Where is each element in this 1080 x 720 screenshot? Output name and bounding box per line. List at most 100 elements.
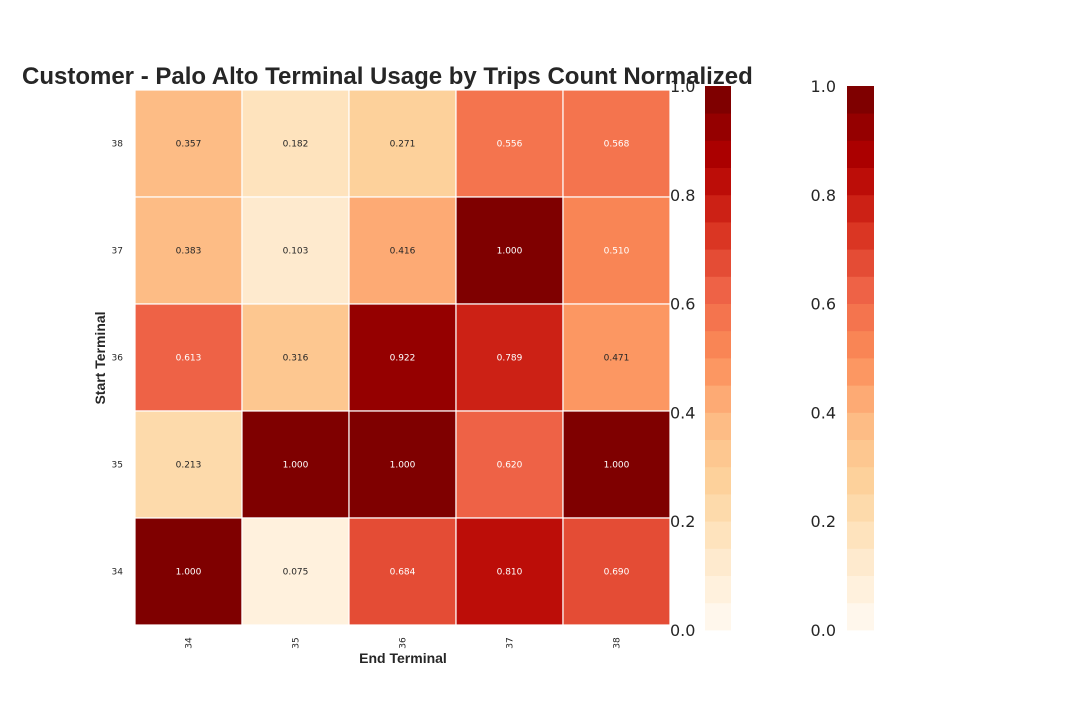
- cell-value-label: 0.684: [390, 568, 416, 578]
- y-axis-label: Start Terminal: [92, 311, 108, 404]
- colorbar-segment: [847, 330, 874, 359]
- cell-value-label: 0.416: [390, 247, 416, 257]
- heatmap-cell: [455, 303, 564, 412]
- colorbar-segment: [705, 249, 731, 277]
- heatmap-cell: [455, 89, 564, 198]
- chart-title: Customer - Palo Alto Terminal Usage by T…: [22, 63, 753, 90]
- colorbar-segment: [847, 385, 874, 413]
- heatmap-cell: [134, 196, 243, 305]
- colorbar-segment: [705, 167, 731, 196]
- colorbar-segment: [847, 439, 874, 468]
- colorbar-segment: [705, 466, 731, 495]
- colorbar-tick-label: 0.2: [811, 512, 836, 531]
- colorbar-segment: [847, 358, 874, 386]
- colorbar-tick-label: 0.0: [670, 621, 695, 640]
- cell-value-label: 0.690: [604, 568, 630, 578]
- heatmap-cell: [134, 517, 243, 626]
- colorbar-segment: [847, 466, 874, 495]
- cell-value-label: 1.000: [390, 461, 416, 471]
- colorbar: 0.0 0.2 0.4 0.6 0.8 1.0: [670, 77, 731, 640]
- cell-value-label: 0.357: [176, 140, 202, 150]
- cell-value-label: 0.568: [604, 140, 630, 150]
- cell-value-label: 0.510: [604, 247, 630, 257]
- x-tick-label: 38: [613, 637, 623, 649]
- colorbar-segment: [847, 521, 874, 549]
- y-tick-label: 35: [112, 461, 123, 471]
- x-axis-label: End Terminal: [359, 650, 447, 666]
- colorbar-tick-label: 0.4: [811, 403, 836, 422]
- axis-ticks: 38 37 36 35 34 34 35 36 37 38: [112, 140, 623, 649]
- cell-value-label: 0.613: [176, 354, 202, 364]
- colorbar-segment: [705, 303, 731, 332]
- cell-value-label: 0.316: [283, 354, 309, 364]
- heatmap-cell: [562, 410, 671, 519]
- colorbar-segment: [847, 276, 874, 304]
- x-tick-label: 37: [506, 637, 516, 648]
- colorbar-segment: [705, 222, 731, 250]
- cell-value-label: 0.620: [497, 461, 523, 471]
- cell-value-label: 0.383: [176, 247, 202, 257]
- heatmap-cell: [562, 517, 671, 626]
- cell-value-label: 0.556: [497, 140, 523, 150]
- heatmap-cell: [455, 410, 564, 519]
- colorbar-tick-label: 0.2: [670, 512, 695, 531]
- cell-value-label: 0.103: [283, 247, 309, 257]
- colorbar-segment: [847, 548, 874, 576]
- y-tick-label: 36: [112, 354, 124, 364]
- x-tick-label: 34: [185, 637, 195, 649]
- colorbar-tick-label: 0.8: [670, 186, 695, 205]
- cell-value-label: 0.271: [390, 140, 416, 150]
- colorbar-segment: [705, 194, 731, 223]
- x-tick-label: 36: [399, 637, 409, 649]
- cell-value-label: 0.471: [604, 354, 630, 364]
- colorbar-segment: [847, 86, 874, 114]
- colorbar-tick-label: 0.0: [811, 621, 836, 640]
- heatmap-cell: [348, 89, 457, 198]
- cell-value-label: 1.000: [176, 568, 202, 578]
- heatmap-cell: [562, 196, 671, 305]
- colorbar-tick-label: 1.0: [670, 77, 695, 96]
- colorbar-segment: [847, 412, 874, 440]
- colorbar: 0.0 0.2 0.4 0.6 0.8 1.0: [811, 77, 874, 640]
- colorbar-segment: [847, 167, 874, 196]
- colorbar-segment: [705, 602, 731, 631]
- colorbar-segment: [847, 113, 874, 141]
- colorbar-segment: [847, 249, 874, 277]
- heatmap-cell: [348, 410, 457, 519]
- colorbar-segment: [847, 602, 874, 631]
- colorbar-tick-label: 0.6: [670, 295, 695, 314]
- heatmap-cell: [348, 196, 457, 305]
- colorbar-segment: [705, 276, 731, 304]
- colorbar-segment: [705, 140, 731, 168]
- cell-value-label: 0.213: [176, 461, 202, 471]
- cell-value-label: 0.075: [283, 568, 309, 578]
- heatmap-cell: [241, 410, 350, 519]
- colorbar-segment: [847, 494, 874, 522]
- colorbar-segment: [705, 86, 731, 114]
- y-tick-label: 34: [112, 568, 124, 578]
- colorbar-segment: [705, 494, 731, 522]
- x-tick-label: 35: [292, 637, 302, 648]
- heatmap-cell: [562, 303, 671, 412]
- colorbar-segment: [705, 113, 731, 141]
- cell-value-label: 1.000: [283, 461, 309, 471]
- heatmap-cell: [562, 89, 671, 198]
- colorbar-tick-label: 1.0: [811, 77, 836, 96]
- heatmap-cells: 0.357 0.182 0.271 0.556 0.568 0.383 0.103 0.416…: [134, 89, 671, 626]
- heatmap-cell: [134, 89, 243, 198]
- heatmap-cell: [241, 303, 350, 412]
- cell-value-label: 1.000: [604, 461, 630, 471]
- colorbar-segment: [705, 330, 731, 359]
- colorbar-tick-label: 0.6: [811, 295, 836, 314]
- y-tick-label: 38: [112, 140, 124, 150]
- colorbar-segment: [847, 575, 874, 604]
- colorbar-segment: [705, 412, 731, 440]
- heatmap-cell: [134, 410, 243, 519]
- colorbar-tick-label: 0.8: [811, 186, 836, 205]
- colorbar-segment: [847, 222, 874, 250]
- heatmap-cell: [241, 517, 350, 626]
- cell-value-label: 1.000: [497, 247, 523, 257]
- cell-value-label: 0.810: [497, 568, 523, 578]
- colorbar-segment: [847, 194, 874, 223]
